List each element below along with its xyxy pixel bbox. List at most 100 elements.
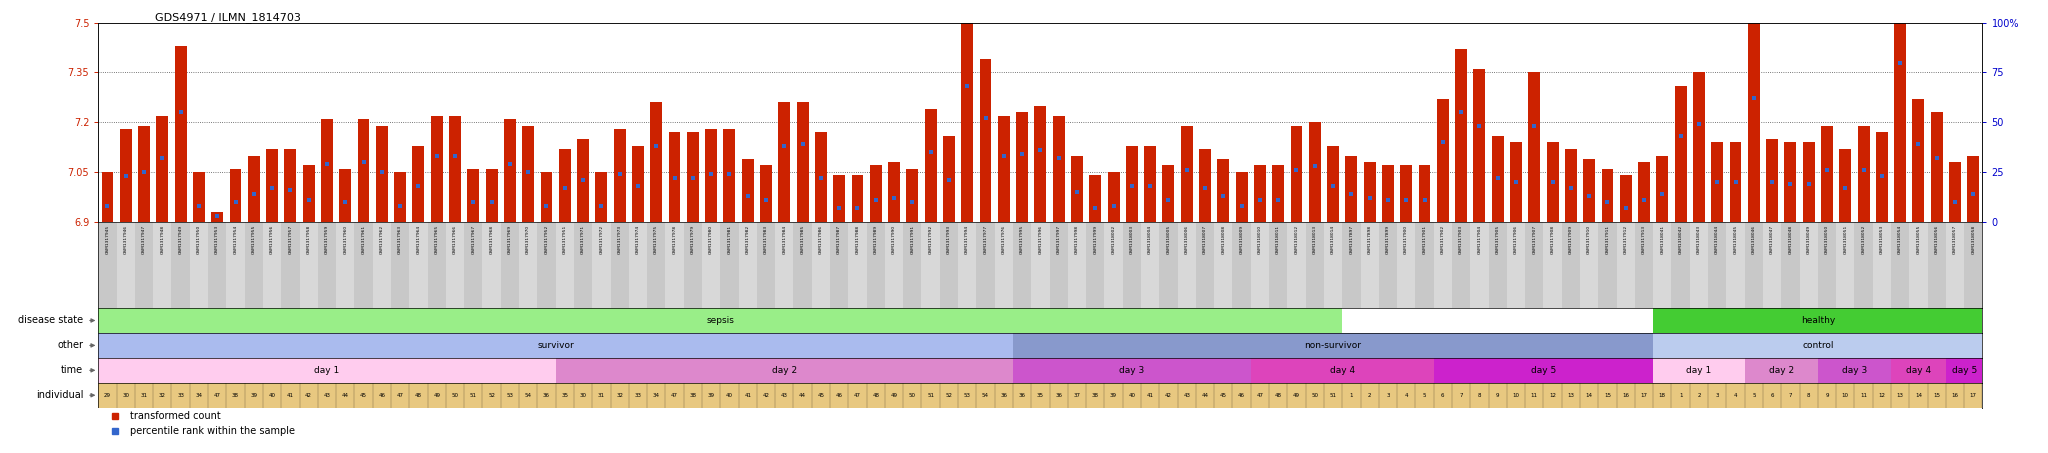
Text: day 1: day 1 xyxy=(313,366,340,375)
Bar xyxy=(1198,149,1210,222)
Text: GSM1318003: GSM1318003 xyxy=(1130,225,1135,254)
Bar xyxy=(1434,358,1653,383)
Bar xyxy=(1731,142,1741,222)
Bar xyxy=(592,222,610,308)
Text: percentile rank within the sample: percentile rank within the sample xyxy=(131,426,295,436)
Bar xyxy=(172,222,190,308)
Bar xyxy=(1894,0,1907,222)
Bar xyxy=(1104,222,1122,308)
Bar xyxy=(666,222,684,308)
Bar xyxy=(281,222,299,308)
Bar xyxy=(866,222,885,308)
Text: GSM1317976: GSM1317976 xyxy=(1001,225,1006,254)
Bar xyxy=(1067,222,1085,308)
Bar xyxy=(1964,222,1982,308)
Bar xyxy=(1583,159,1595,222)
Bar xyxy=(1638,162,1651,222)
Bar xyxy=(1745,358,1819,383)
Text: 30: 30 xyxy=(580,393,586,398)
Bar xyxy=(596,172,608,222)
Text: 51: 51 xyxy=(469,393,477,398)
Bar xyxy=(997,116,1010,222)
Text: GSM1318010: GSM1318010 xyxy=(1257,225,1262,254)
Text: 31: 31 xyxy=(598,393,604,398)
Text: GSM1317996: GSM1317996 xyxy=(1038,225,1042,254)
Text: 50: 50 xyxy=(451,393,459,398)
Bar xyxy=(174,46,186,222)
Text: 3: 3 xyxy=(1716,393,1718,398)
Text: 45: 45 xyxy=(1221,393,1227,398)
Text: 36: 36 xyxy=(543,393,551,398)
Text: GSM1318008: GSM1318008 xyxy=(1221,225,1225,254)
Text: 46: 46 xyxy=(836,393,842,398)
Text: GSM1317979: GSM1317979 xyxy=(690,225,694,254)
Text: day 5: day 5 xyxy=(1952,366,1976,375)
Text: 40: 40 xyxy=(725,393,733,398)
Bar xyxy=(1712,142,1722,222)
Bar xyxy=(1913,99,1925,222)
Bar xyxy=(502,222,518,308)
Text: 2: 2 xyxy=(1698,393,1700,398)
Bar xyxy=(154,222,172,308)
Text: 40: 40 xyxy=(1128,393,1135,398)
Text: day 1: day 1 xyxy=(1686,366,1712,375)
Bar xyxy=(1489,222,1507,308)
Bar xyxy=(467,169,479,222)
Text: GSM1318043: GSM1318043 xyxy=(1698,225,1702,254)
Bar xyxy=(1858,125,1870,222)
Text: 17: 17 xyxy=(1640,393,1647,398)
Bar xyxy=(705,129,717,222)
Bar xyxy=(1401,165,1413,222)
Text: GSM1317990: GSM1317990 xyxy=(893,225,897,254)
Text: GSM1318011: GSM1318011 xyxy=(1276,225,1280,254)
Bar xyxy=(1946,358,1982,383)
Text: GSM1317905: GSM1317905 xyxy=(1495,225,1499,254)
Bar xyxy=(1620,175,1632,222)
Text: 7: 7 xyxy=(1788,393,1792,398)
Text: 43: 43 xyxy=(324,393,330,398)
Bar xyxy=(1217,159,1229,222)
Bar xyxy=(1853,222,1872,308)
Bar xyxy=(1270,222,1288,308)
Text: GSM1317958: GSM1317958 xyxy=(307,225,311,254)
Text: GSM1317975: GSM1317975 xyxy=(653,225,657,254)
Bar xyxy=(1049,222,1067,308)
Bar xyxy=(1507,222,1526,308)
Bar xyxy=(1968,155,1978,222)
Text: GSM1317900: GSM1317900 xyxy=(1405,225,1409,254)
Bar xyxy=(1090,175,1102,222)
Bar xyxy=(1085,222,1104,308)
Bar xyxy=(1159,222,1178,308)
Bar xyxy=(449,116,461,222)
Text: GSM1318002: GSM1318002 xyxy=(1112,225,1116,254)
Text: GSM1317995: GSM1317995 xyxy=(1020,225,1024,254)
Bar xyxy=(1014,358,1251,383)
Bar xyxy=(942,135,954,222)
Text: 34: 34 xyxy=(653,393,659,398)
Bar xyxy=(1690,222,1708,308)
Text: 6: 6 xyxy=(1769,393,1774,398)
Text: GSM1317962: GSM1317962 xyxy=(379,225,383,254)
Text: GSM1317963: GSM1317963 xyxy=(397,225,401,254)
Bar xyxy=(979,59,991,222)
Text: 41: 41 xyxy=(1147,393,1153,398)
Text: 32: 32 xyxy=(160,393,166,398)
Bar xyxy=(1876,132,1888,222)
Bar xyxy=(889,162,899,222)
Text: GSM1317965: GSM1317965 xyxy=(434,225,438,254)
Bar xyxy=(1927,222,1946,308)
Text: day 4: day 4 xyxy=(1907,366,1931,375)
Bar xyxy=(1014,222,1032,308)
Bar xyxy=(410,222,428,308)
Bar xyxy=(1438,99,1448,222)
Bar xyxy=(1671,222,1690,308)
Text: GSM1318055: GSM1318055 xyxy=(1917,225,1921,254)
Bar xyxy=(412,145,424,222)
Text: 7: 7 xyxy=(1460,393,1462,398)
Text: GSM1317973: GSM1317973 xyxy=(618,225,623,254)
Bar xyxy=(285,149,297,222)
Bar xyxy=(98,308,1341,333)
Bar xyxy=(1491,135,1503,222)
Bar xyxy=(1872,222,1890,308)
Bar xyxy=(1800,222,1819,308)
